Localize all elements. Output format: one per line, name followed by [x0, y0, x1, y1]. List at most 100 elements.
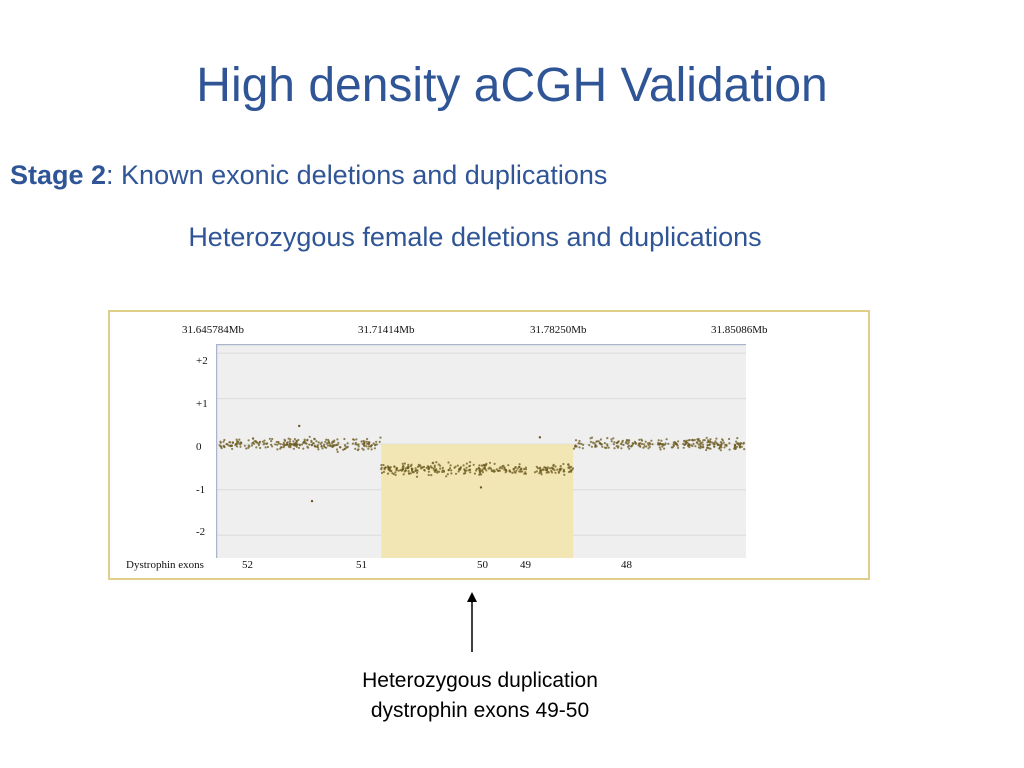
data-point [570, 470, 573, 473]
data-point [485, 469, 488, 472]
data-point [219, 441, 222, 444]
data-point [317, 448, 320, 451]
data-point [605, 446, 608, 450]
data-point [660, 439, 663, 442]
data-point [372, 442, 375, 445]
data-point [697, 446, 700, 449]
outlier-point [310, 499, 314, 503]
data-point [397, 469, 400, 472]
data-point [657, 439, 660, 442]
data-point [660, 442, 663, 446]
data-point [514, 471, 517, 474]
data-point [620, 447, 623, 450]
data-point [229, 441, 232, 444]
data-point [292, 440, 295, 443]
data-point [542, 468, 545, 471]
data-point [243, 444, 246, 447]
data-point [363, 442, 366, 445]
data-point [351, 442, 355, 445]
data-point [478, 472, 482, 475]
data-point [343, 447, 346, 450]
exon-track-label: Dystrophin exons [126, 559, 204, 571]
data-point [743, 448, 746, 451]
data-point [670, 446, 673, 449]
data-point [435, 468, 438, 471]
data-point [692, 439, 695, 442]
data-point [346, 442, 349, 445]
data-point [687, 443, 690, 446]
data-point [432, 467, 435, 470]
data-point [737, 442, 740, 445]
data-point [742, 441, 746, 444]
data-point [308, 443, 311, 446]
data-point [523, 468, 526, 471]
data-point [437, 463, 440, 466]
data-point [539, 469, 542, 472]
data-point [521, 470, 524, 473]
data-point [336, 438, 339, 441]
exon-label: 49 [520, 559, 531, 571]
data-point [613, 447, 616, 450]
data-point [659, 448, 662, 451]
data-point [495, 468, 498, 471]
data-point [321, 447, 324, 450]
data-point [677, 446, 680, 449]
data-point [502, 464, 505, 467]
data-point [713, 443, 716, 446]
data-point [512, 467, 515, 471]
data-point [231, 447, 234, 450]
highlight-region [381, 444, 574, 558]
data-point [672, 441, 675, 444]
data-point [447, 461, 450, 464]
data-point [253, 440, 256, 443]
data-point [288, 440, 291, 443]
data-point [433, 464, 436, 467]
data-point [367, 441, 370, 444]
data-point [365, 445, 368, 448]
data-point [504, 471, 507, 474]
data-point [622, 443, 625, 447]
data-point [353, 438, 356, 441]
data-point [305, 442, 308, 445]
data-point [288, 442, 292, 445]
data-point [362, 440, 365, 443]
data-point [720, 446, 723, 449]
data-point [327, 438, 330, 441]
data-point [222, 440, 225, 443]
data-point [343, 437, 346, 441]
data-point [458, 468, 461, 471]
data-point [316, 446, 320, 449]
data-point [462, 472, 466, 475]
data-point [574, 445, 577, 448]
data-point [336, 450, 339, 453]
data-point [293, 438, 296, 441]
data-point [682, 446, 685, 449]
data-point [240, 441, 243, 445]
data-point [650, 439, 653, 442]
data-point [370, 444, 374, 447]
data-point [735, 440, 738, 443]
data-point [481, 471, 484, 474]
data-point [524, 466, 527, 469]
data-point [489, 467, 493, 470]
data-point [282, 446, 285, 449]
data-point [535, 470, 538, 473]
data-point [552, 463, 555, 466]
data-point [493, 462, 496, 465]
data-point [393, 465, 396, 468]
data-point [728, 448, 731, 451]
data-point [325, 446, 328, 449]
data-point [218, 444, 221, 447]
data-point [725, 444, 728, 447]
data-point [285, 441, 289, 444]
data-point [563, 473, 566, 476]
data-point [266, 445, 269, 449]
acgh-figure: 31.645784Mb 31.71414Mb 31.78250Mb 31.850… [108, 310, 870, 580]
data-point [559, 468, 562, 471]
exon-label: 50 [477, 559, 488, 571]
data-point [581, 447, 584, 450]
data-point [423, 469, 426, 472]
data-point [610, 438, 613, 441]
data-point [409, 472, 412, 475]
data-point [401, 462, 404, 465]
